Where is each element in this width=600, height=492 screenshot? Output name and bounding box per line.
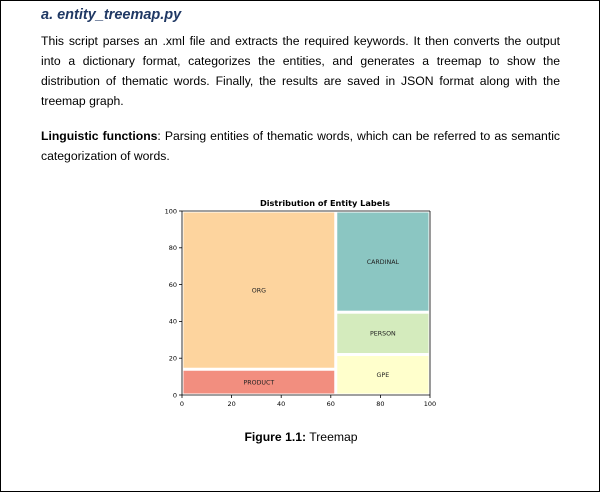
treemap-rect-org [183,212,335,368]
section-heading: a. entity_treemap.py [41,7,182,23]
y-tick-label: 40 [169,318,177,326]
treemap-label-product: PRODUCT [243,379,274,386]
chart-title: Distribution of Entity Labels [260,198,390,208]
x-tick-label: 40 [277,400,285,408]
x-tick-label: 20 [227,400,235,408]
y-tick-label: 20 [169,355,177,363]
x-tick-label: 60 [327,400,335,408]
description-paragraph: This script parses an .xml file and extr… [41,34,560,108]
treemap-label-org: ORG [252,287,266,294]
treemap-rect-person [337,313,429,354]
x-tick-label: 100 [424,400,436,408]
x-tick-label: 80 [376,400,384,408]
y-tick-label: 100 [165,207,177,215]
treemap-label-cardinal: CARDINAL [367,259,400,266]
treemap-rect-cardinal [337,212,429,311]
treemap-figure: Distribution of Entity Labels ORG PRODUCT… [151,194,441,409]
treemap-rect-product [183,370,335,394]
linguistic-functions-term: Linguistic functions [41,129,158,143]
y-tick-label: 80 [169,244,177,252]
figure-caption: Figure 1.1: Treemap [1,430,599,444]
caption-label: Figure 1.1: [244,430,307,444]
caption-text: Treemap [306,430,358,444]
chart-axes: 0 20 40 60 80 100 0 20 40 60 80 100 [165,207,437,408]
treemap-label-gpe: GPE [377,372,390,379]
y-tick-label: 0 [173,391,177,399]
treemap-rects: ORG PRODUCT CARDINAL PERSON GPE [183,212,429,394]
x-tick-label: 0 [180,400,184,408]
linguistic-functions-text: : Parsing entities of thematic words, wh… [41,129,561,163]
treemap-label-person: PERSON [370,331,396,338]
linguistic-functions-paragraph: Linguistic functions: Parsing entities o… [41,126,560,166]
y-tick-label: 60 [169,281,177,289]
treemap-chart: Distribution of Entity Labels ORG PRODUCT… [165,198,437,408]
treemap-rect-gpe [337,356,429,394]
